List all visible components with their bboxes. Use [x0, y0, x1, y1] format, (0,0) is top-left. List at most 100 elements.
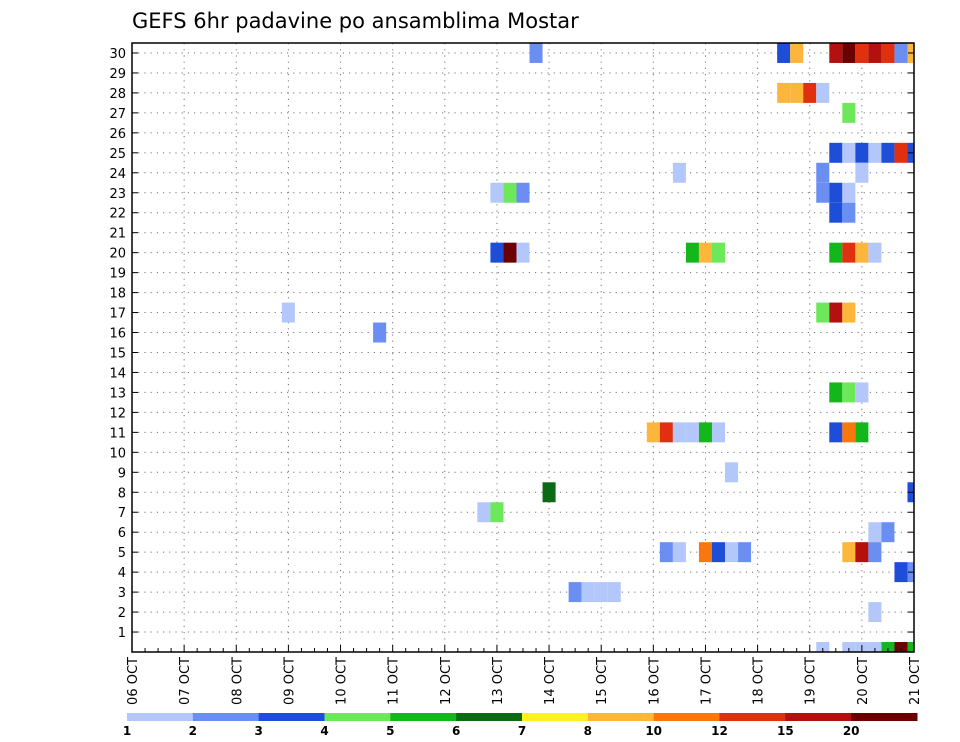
- heatmap-cell: [855, 542, 869, 563]
- x-tick-label: 09 OCT: [282, 657, 297, 705]
- y-tick-label: 20: [109, 247, 126, 262]
- heatmap-cell: [842, 182, 856, 203]
- heatmap-cell: [542, 482, 556, 503]
- colorbar-label: 20: [843, 724, 860, 738]
- colorbar-swatch: [719, 713, 786, 721]
- heatmap-cell: [842, 43, 856, 63]
- heatmap-cell: [490, 182, 504, 203]
- y-tick-label: 21: [109, 227, 126, 242]
- colorbar-swatch: [324, 713, 391, 721]
- heatmap-cells: [281, 43, 914, 652]
- y-tick-label: 12: [109, 406, 126, 421]
- heatmap-cell: [881, 522, 895, 543]
- heatmap-cell: [672, 422, 686, 443]
- heatmap-cell: [881, 43, 895, 63]
- colorbar-swatch: [522, 713, 589, 721]
- heatmap-cell: [894, 142, 908, 163]
- heatmap-cell: [777, 82, 791, 103]
- heatmap-cell: [868, 602, 882, 623]
- heatmap-cell: [842, 202, 856, 223]
- heatmap-cell: [725, 462, 739, 483]
- heatmap-cell: [777, 43, 791, 63]
- plot-frame: [131, 42, 915, 653]
- colorbar-swatch: [851, 713, 918, 721]
- heatmap-cell: [829, 302, 843, 323]
- heatmap-cell: [816, 302, 830, 323]
- colorbar-swatch: [587, 713, 655, 721]
- y-tick-label: 14: [109, 366, 126, 381]
- y-tick-label: 15: [109, 346, 126, 361]
- y-tick-label: 24: [109, 167, 126, 182]
- y-tick-label: 1: [118, 626, 126, 641]
- y-tick-label: 3: [118, 586, 126, 601]
- colorbar-swatch: [258, 713, 325, 721]
- colorbar-label: 7: [518, 724, 526, 738]
- heatmap-cell: [829, 43, 843, 63]
- heatmap-cell: [659, 422, 673, 443]
- x-tick-label: 14 OCT: [543, 657, 558, 705]
- heatmap-cell: [790, 82, 804, 103]
- y-tick-label: 26: [109, 127, 126, 142]
- x-tick-label: 15 OCT: [595, 657, 610, 705]
- x-tick-label: 08 OCT: [230, 657, 245, 705]
- y-tick-label: 22: [109, 207, 126, 222]
- heatmap-cell: [829, 142, 843, 163]
- heatmap-cell: [607, 582, 621, 603]
- heatmap-cell: [816, 182, 830, 203]
- y-tick-label: 19: [109, 267, 126, 282]
- x-tick-label: 20 OCT: [856, 657, 871, 705]
- colorbar: 1 2 3 4 5 6 7 8 10 12 15 20: [123, 713, 918, 738]
- heatmap-cell: [711, 242, 726, 263]
- colorbar-swatch: [127, 713, 194, 721]
- colorbar-label: 5: [386, 724, 394, 738]
- heatmap-cell: [516, 182, 530, 203]
- y-tick-label: 4: [118, 566, 126, 581]
- heatmap-cell: [581, 582, 595, 603]
- heatmap-cell: [842, 382, 856, 403]
- heatmap-cell: [698, 422, 712, 443]
- heatmap-cell: [829, 242, 843, 263]
- y-tick-label: 29: [109, 67, 126, 82]
- y-tick-label: 13: [109, 386, 126, 401]
- heatmap-cell: [738, 542, 752, 563]
- y-tick-label: 27: [109, 107, 126, 122]
- heatmap-cell: [829, 182, 843, 203]
- chart-title: GEFS 6hr padavine po ansamblima Mostar: [132, 9, 579, 33]
- x-tick-label: 16 OCT: [647, 657, 662, 705]
- colorbar-label: 15: [777, 724, 794, 738]
- colorbar-label: 8: [584, 724, 592, 738]
- heatmap-cell: [829, 202, 843, 223]
- heatmap-cell: [868, 542, 882, 563]
- heatmap-cell: [790, 43, 804, 63]
- heatmap-cell: [842, 242, 856, 263]
- heatmap-cell: [672, 542, 686, 563]
- heatmap-cell: [868, 43, 882, 63]
- heatmap-cell: [881, 142, 895, 163]
- heatmap-cell: [894, 562, 908, 583]
- colorbar-label: 10: [645, 724, 662, 738]
- y-tick-label: 9: [118, 466, 126, 481]
- colorbar-swatch: [785, 713, 852, 721]
- heatmap-cell: [894, 642, 908, 652]
- heatmap-cell: [855, 43, 869, 63]
- heatmap-cell: [816, 642, 830, 652]
- heatmap-cell: [868, 642, 882, 652]
- heatmap-cell: [855, 162, 869, 183]
- heatmap-cell: [672, 162, 686, 183]
- grid: [131, 43, 915, 652]
- y-tick-label: 25: [109, 147, 126, 162]
- colorbar-label: 12: [711, 724, 728, 738]
- x-tick-label: 10 OCT: [335, 657, 350, 705]
- heatmap-cell: [842, 422, 856, 443]
- x-tick-label: 07 OCT: [178, 657, 193, 705]
- heatmap-cell: [698, 542, 712, 563]
- heatmap-cell: [594, 582, 608, 603]
- heatmap-cell: [816, 162, 830, 183]
- colorbar-swatch: [390, 713, 457, 721]
- y-axis: 1234567891011121314151617181920212223242…: [109, 47, 914, 641]
- y-tick-label: 7: [118, 506, 126, 521]
- heatmap-cell: [503, 182, 517, 203]
- x-tick-label: 13 OCT: [491, 657, 506, 705]
- colorbar-label: 2: [189, 724, 197, 738]
